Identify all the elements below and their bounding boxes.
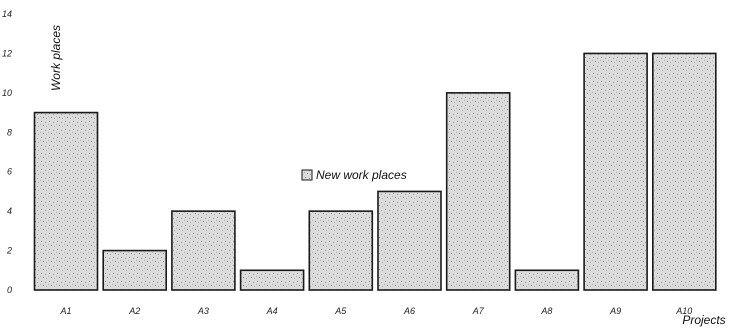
y-tick-label: 2 xyxy=(6,246,12,256)
y-tick-label: 8 xyxy=(7,127,12,137)
x-tick-label: A8 xyxy=(540,306,552,316)
x-tick-label: A7 xyxy=(472,306,485,316)
bars xyxy=(33,52,717,291)
bar xyxy=(102,249,167,291)
bar xyxy=(308,210,374,291)
x-tick-label: A4 xyxy=(266,306,278,316)
x-axis-label: Projects xyxy=(682,313,725,327)
x-tick-label: A1 xyxy=(59,306,71,316)
x-tick-label: A5 xyxy=(334,306,347,316)
bar xyxy=(651,52,717,291)
x-tick-label: A2 xyxy=(128,306,140,316)
x-tick-label: A3 xyxy=(197,306,209,316)
bar xyxy=(514,269,580,291)
bar xyxy=(377,190,442,291)
x-tick-label: A9 xyxy=(609,306,621,316)
y-tick-label: 6 xyxy=(7,167,12,177)
y-tick-label: 10 xyxy=(2,88,12,98)
y-tick-label: 0 xyxy=(7,285,12,295)
y-tick-label: 4 xyxy=(7,206,12,216)
bar xyxy=(33,111,99,291)
legend-label: New work places xyxy=(316,168,407,182)
x-tick-label: A6 xyxy=(403,306,415,316)
y-tick-label: 14 xyxy=(2,9,12,19)
x-tick-label: A10 xyxy=(675,306,692,316)
y-axis-label: Work places xyxy=(49,25,63,91)
y-axis-ticks: 0 2 4 6 8 10 12 14 xyxy=(2,9,12,295)
bar xyxy=(171,210,236,291)
y-tick-label: 12 xyxy=(2,48,12,58)
legend: New work places xyxy=(301,168,407,182)
bar xyxy=(239,269,305,291)
bar xyxy=(583,52,648,291)
bar xyxy=(445,92,511,291)
x-axis-ticks: A1 A2 A3 A4 A5 A6 A7 A8 A9 A10 xyxy=(59,306,692,316)
legend-swatch xyxy=(301,169,313,181)
